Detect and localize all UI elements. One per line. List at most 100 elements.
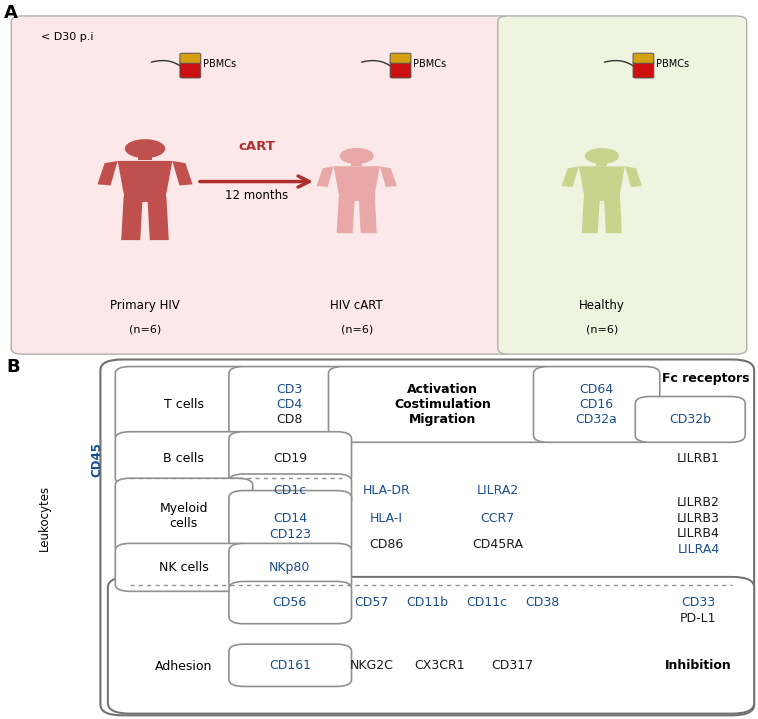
- Polygon shape: [172, 161, 193, 186]
- Text: LILRB4: LILRB4: [677, 528, 720, 541]
- Polygon shape: [334, 166, 380, 193]
- FancyBboxPatch shape: [635, 396, 745, 442]
- Polygon shape: [121, 196, 143, 240]
- Text: Costimulation: Costimulation: [394, 398, 491, 411]
- Polygon shape: [562, 166, 579, 187]
- FancyBboxPatch shape: [229, 582, 352, 624]
- Text: CD123: CD123: [269, 528, 311, 541]
- Text: (n=6): (n=6): [129, 325, 161, 335]
- Circle shape: [340, 148, 374, 164]
- FancyBboxPatch shape: [115, 478, 252, 554]
- Text: PBMCs: PBMCs: [203, 59, 236, 69]
- Text: Myeloid
cells: Myeloid cells: [159, 503, 208, 531]
- Polygon shape: [625, 166, 642, 187]
- Text: PBMCs: PBMCs: [656, 59, 689, 69]
- Text: PD-L1: PD-L1: [680, 612, 716, 625]
- Text: Adhesion: Adhesion: [155, 659, 212, 672]
- Text: HIV cART: HIV cART: [330, 299, 383, 312]
- FancyBboxPatch shape: [534, 367, 659, 442]
- Text: CD14: CD14: [273, 512, 307, 526]
- Text: LILRB2: LILRB2: [677, 495, 720, 508]
- FancyBboxPatch shape: [597, 158, 607, 166]
- Text: CD33: CD33: [681, 596, 716, 609]
- FancyBboxPatch shape: [584, 193, 620, 201]
- Text: CD161: CD161: [269, 659, 311, 672]
- Text: HLA-I: HLA-I: [370, 512, 403, 526]
- FancyBboxPatch shape: [229, 644, 352, 687]
- Text: CD19: CD19: [273, 452, 307, 464]
- FancyBboxPatch shape: [180, 53, 201, 63]
- FancyBboxPatch shape: [390, 61, 411, 78]
- Text: PBMCs: PBMCs: [413, 59, 446, 69]
- FancyBboxPatch shape: [229, 367, 352, 442]
- Text: B cells: B cells: [163, 452, 204, 464]
- Text: CD38: CD38: [525, 596, 559, 609]
- Text: CD57: CD57: [355, 596, 389, 609]
- FancyBboxPatch shape: [339, 193, 374, 201]
- Text: LILRA4: LILRA4: [678, 544, 719, 557]
- Text: Healthy: Healthy: [579, 299, 625, 312]
- Text: cART: cART: [238, 140, 275, 153]
- FancyBboxPatch shape: [108, 577, 754, 713]
- Text: CD317: CD317: [492, 659, 534, 672]
- Polygon shape: [582, 196, 600, 233]
- Text: LILRA2: LILRA2: [477, 485, 519, 498]
- Text: B: B: [6, 358, 20, 376]
- Polygon shape: [604, 196, 622, 233]
- Text: CD4: CD4: [277, 398, 303, 411]
- Text: NKG2C: NKG2C: [349, 659, 393, 672]
- Text: NK cells: NK cells: [158, 561, 208, 574]
- FancyBboxPatch shape: [328, 367, 557, 442]
- Text: LILRB1: LILRB1: [677, 452, 720, 464]
- Text: CD1c: CD1c: [273, 485, 306, 498]
- Text: CD11c: CD11c: [466, 596, 507, 609]
- Text: CD45RA: CD45RA: [472, 538, 523, 551]
- Text: CD16: CD16: [580, 398, 614, 411]
- Circle shape: [125, 139, 165, 158]
- Text: LILRB3: LILRB3: [677, 511, 720, 525]
- Text: Inhibition: Inhibition: [665, 659, 731, 672]
- Text: HLA-DR: HLA-DR: [362, 485, 410, 498]
- FancyBboxPatch shape: [115, 367, 252, 442]
- FancyBboxPatch shape: [115, 431, 252, 485]
- Circle shape: [585, 148, 619, 164]
- Text: CX3CR1: CX3CR1: [415, 659, 465, 672]
- Text: CD64: CD64: [580, 383, 614, 396]
- FancyBboxPatch shape: [139, 151, 152, 160]
- Polygon shape: [579, 166, 625, 193]
- Text: 12 months: 12 months: [225, 188, 288, 201]
- FancyBboxPatch shape: [498, 16, 747, 354]
- FancyBboxPatch shape: [390, 53, 411, 63]
- Polygon shape: [317, 166, 334, 187]
- FancyBboxPatch shape: [229, 431, 352, 485]
- FancyBboxPatch shape: [124, 192, 167, 202]
- Text: Migration: Migration: [409, 413, 477, 426]
- Text: (n=6): (n=6): [586, 325, 618, 335]
- Text: CD3: CD3: [277, 383, 303, 396]
- FancyBboxPatch shape: [229, 490, 352, 554]
- Text: CD11b: CD11b: [406, 596, 448, 609]
- FancyBboxPatch shape: [633, 61, 654, 78]
- Text: CCR7: CCR7: [481, 512, 515, 526]
- Text: Fc receptors: Fc receptors: [662, 372, 750, 385]
- Text: CD86: CD86: [369, 538, 403, 551]
- Text: CD45: CD45: [90, 442, 103, 477]
- Text: Primary HIV: Primary HIV: [110, 299, 180, 312]
- FancyBboxPatch shape: [180, 61, 201, 78]
- Text: NKp80: NKp80: [269, 561, 311, 574]
- Text: A: A: [4, 4, 17, 22]
- Polygon shape: [337, 196, 355, 233]
- Polygon shape: [147, 196, 169, 240]
- Polygon shape: [359, 196, 377, 233]
- Text: (n=6): (n=6): [340, 325, 373, 335]
- FancyBboxPatch shape: [11, 16, 512, 354]
- Text: Leukocytes: Leukocytes: [38, 485, 52, 551]
- FancyBboxPatch shape: [100, 360, 754, 715]
- FancyBboxPatch shape: [229, 474, 352, 508]
- Text: CD32a: CD32a: [576, 413, 618, 426]
- FancyBboxPatch shape: [633, 53, 654, 63]
- FancyBboxPatch shape: [229, 544, 352, 591]
- Text: CD56: CD56: [273, 596, 307, 609]
- Text: T cells: T cells: [164, 398, 204, 411]
- Polygon shape: [117, 161, 172, 193]
